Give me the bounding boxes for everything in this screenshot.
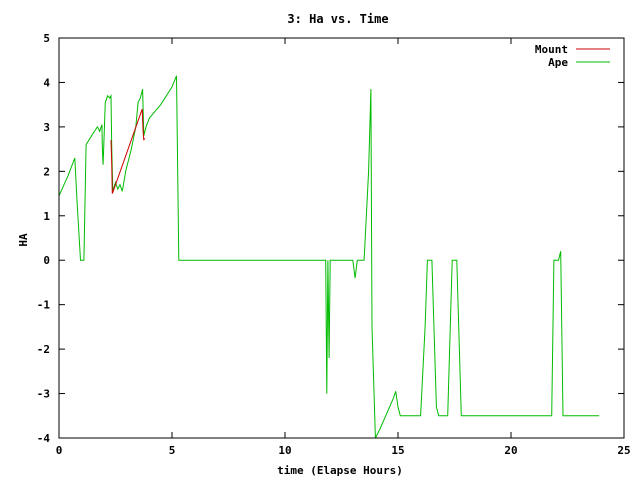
plot-frame xyxy=(58,37,625,439)
chart-title: 3: Ha vs. Time xyxy=(287,12,388,26)
x-tick-label: 25 xyxy=(617,444,630,457)
y-tick-label: -3 xyxy=(37,388,50,401)
y-tick-label: -4 xyxy=(37,432,51,445)
legend-label-ape: Ape xyxy=(548,56,568,69)
series-line-ape xyxy=(58,75,600,439)
x-tick-label: 5 xyxy=(169,444,176,457)
y-tick-label: 2 xyxy=(43,165,50,178)
y-tick-label: 4 xyxy=(43,76,50,89)
x-axis-label: time (Elapse Hours) xyxy=(277,464,403,477)
x-tick-label: 10 xyxy=(278,444,291,457)
series-line-mount xyxy=(110,108,145,194)
legend-label-mount: Mount xyxy=(535,43,568,56)
y-tick-label: -2 xyxy=(37,343,50,356)
y-tick-label: -1 xyxy=(37,299,51,312)
x-tick-label: 0 xyxy=(56,444,63,457)
y-tick-label: 1 xyxy=(43,210,50,223)
y-tick-label: 0 xyxy=(43,254,50,267)
x-tick-label: 20 xyxy=(504,444,517,457)
y-tick-label: 3 xyxy=(43,121,50,134)
y-tick-label: 5 xyxy=(43,32,50,45)
x-tick-label: 15 xyxy=(391,444,404,457)
axis-ticks: 0 5 10 15 20 25 -4 -3 -2 -1 0 1 2 3 4 5 xyxy=(37,32,631,457)
y-axis-label: HA xyxy=(17,233,30,247)
plot-lines xyxy=(58,75,600,439)
